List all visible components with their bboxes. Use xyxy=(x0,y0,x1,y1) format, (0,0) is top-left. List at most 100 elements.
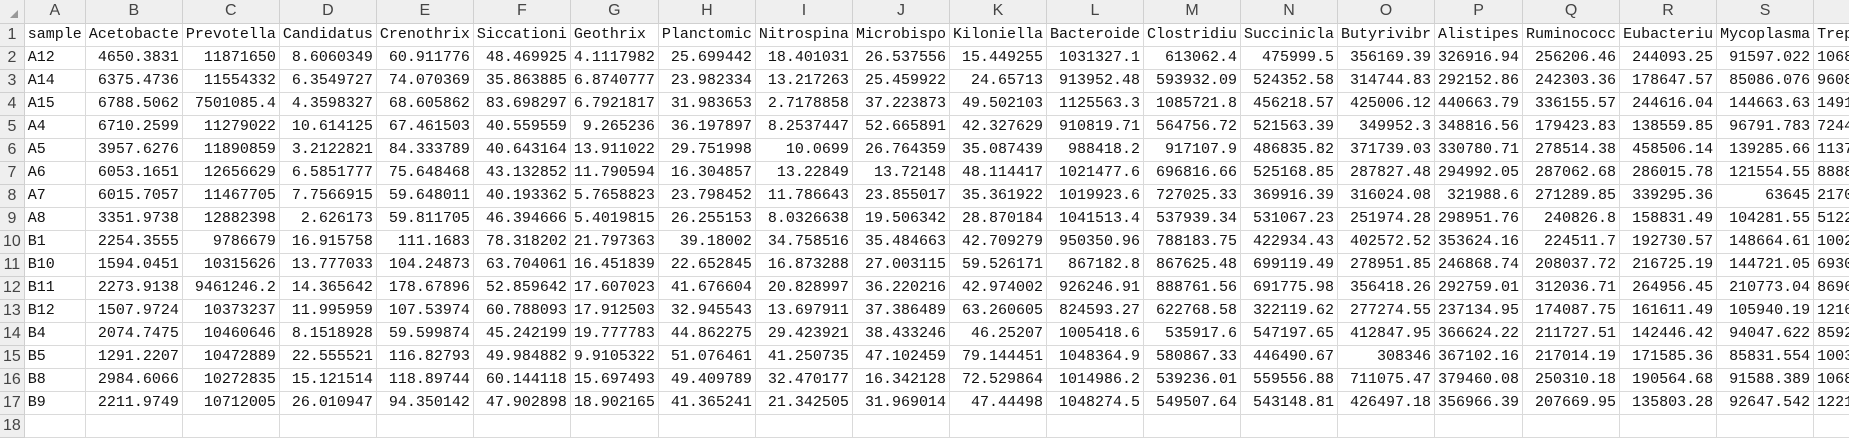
value-cell[interactable]: 86967.987 xyxy=(1813,276,1849,300)
value-cell[interactable]: 251974.28 xyxy=(1337,207,1436,231)
value-cell[interactable]: 12656629 xyxy=(182,161,280,185)
value-cell[interactable]: 18.401031 xyxy=(755,46,853,70)
value-cell[interactable]: 1048364.9 xyxy=(1046,345,1144,369)
column-name-cell[interactable]: Crenothrix xyxy=(376,23,474,47)
value-cell[interactable]: 366624.22 xyxy=(1434,322,1524,346)
value-cell[interactable]: 24.65713 xyxy=(949,69,1047,93)
value-cell[interactable]: 11.995959 xyxy=(279,299,377,323)
value-cell[interactable]: 15.121514 xyxy=(279,368,377,392)
value-cell[interactable]: 950350.96 xyxy=(1046,230,1144,254)
row-header-6[interactable]: 6 xyxy=(0,138,25,162)
value-cell[interactable]: 237134.95 xyxy=(1434,299,1524,323)
column-name-cell[interactable]: Bacteroide xyxy=(1046,23,1144,47)
value-cell[interactable]: 250310.18 xyxy=(1522,368,1621,392)
value-cell[interactable]: 691775.98 xyxy=(1240,276,1339,300)
value-cell[interactable]: 13.911022 xyxy=(570,138,659,162)
value-cell[interactable]: 210773.04 xyxy=(1716,276,1815,300)
value-cell[interactable]: 36.220216 xyxy=(852,276,950,300)
value-cell[interactable]: 15.697493 xyxy=(570,368,659,392)
sample-id-cell[interactable]: B11 xyxy=(24,276,86,300)
value-cell[interactable]: 16.915758 xyxy=(279,230,377,254)
value-cell[interactable]: 458506.14 xyxy=(1619,138,1718,162)
value-cell[interactable]: 264956.45 xyxy=(1619,276,1718,300)
value-cell[interactable]: 244093.25 xyxy=(1619,46,1718,70)
column-header-r[interactable]: R xyxy=(1619,0,1718,24)
value-cell[interactable]: 51227.316 xyxy=(1813,207,1849,231)
select-all-button[interactable] xyxy=(0,0,25,24)
value-cell[interactable]: 40.193362 xyxy=(473,184,571,208)
value-cell[interactable]: 19.777783 xyxy=(570,322,659,346)
value-cell[interactable]: 83.698297 xyxy=(473,92,571,116)
value-cell[interactable]: 240826.8 xyxy=(1522,207,1621,231)
value-cell[interactable]: 287827.48 xyxy=(1337,161,1436,185)
value-cell[interactable]: 142446.42 xyxy=(1619,322,1718,346)
value-cell[interactable]: 593932.09 xyxy=(1143,69,1242,93)
value-cell[interactable]: 224511.7 xyxy=(1522,230,1621,254)
value-cell[interactable]: 36.197897 xyxy=(658,115,756,139)
value-cell[interactable]: 16.342128 xyxy=(852,368,950,392)
empty-cell[interactable] xyxy=(1434,414,1524,438)
column-header-f[interactable]: F xyxy=(473,0,571,24)
value-cell[interactable]: 699119.49 xyxy=(1240,253,1339,277)
row-header-15[interactable]: 15 xyxy=(0,345,25,369)
value-cell[interactable]: 10.0699 xyxy=(755,138,853,162)
sample-id-cell[interactable]: B12 xyxy=(24,299,86,323)
value-cell[interactable]: 78.318202 xyxy=(473,230,571,254)
value-cell[interactable]: 85831.554 xyxy=(1716,345,1815,369)
value-cell[interactable]: 91588.389 xyxy=(1716,368,1815,392)
value-cell[interactable]: 35.484663 xyxy=(852,230,950,254)
value-cell[interactable]: 18.902165 xyxy=(570,391,659,415)
column-header-c[interactable]: C xyxy=(182,0,280,24)
value-cell[interactable]: 6015.7057 xyxy=(85,184,183,208)
empty-cell[interactable] xyxy=(85,414,183,438)
value-cell[interactable]: 122186.96 xyxy=(1813,391,1849,415)
value-cell[interactable]: 8.1518928 xyxy=(279,322,377,346)
value-cell[interactable]: 3957.6276 xyxy=(85,138,183,162)
column-name-cell[interactable]: Geothrix xyxy=(570,23,659,47)
value-cell[interactable]: 60.144118 xyxy=(473,368,571,392)
value-cell[interactable]: 379460.08 xyxy=(1434,368,1524,392)
value-cell[interactable]: 144663.63 xyxy=(1716,92,1815,116)
value-cell[interactable]: 34.758516 xyxy=(755,230,853,254)
value-cell[interactable]: 524352.58 xyxy=(1240,69,1339,93)
value-cell[interactable]: 10.614125 xyxy=(279,115,377,139)
value-cell[interactable]: 28.870184 xyxy=(949,207,1047,231)
value-cell[interactable]: 16.451839 xyxy=(570,253,659,277)
value-cell[interactable]: 613062.4 xyxy=(1143,46,1242,70)
value-cell[interactable]: 52.859642 xyxy=(473,276,571,300)
value-cell[interactable]: 35.863885 xyxy=(473,69,571,93)
column-header-b[interactable]: B xyxy=(85,0,183,24)
sample-id-cell[interactable]: B4 xyxy=(24,322,86,346)
value-cell[interactable]: 49.409789 xyxy=(658,368,756,392)
empty-cell[interactable] xyxy=(949,414,1047,438)
row-header-12[interactable]: 12 xyxy=(0,276,25,300)
row-header-18[interactable]: 18 xyxy=(0,414,25,438)
value-cell[interactable]: 559556.88 xyxy=(1240,368,1339,392)
value-cell[interactable]: 35.361922 xyxy=(949,184,1047,208)
empty-cell[interactable] xyxy=(1240,414,1339,438)
value-cell[interactable]: 48.114417 xyxy=(949,161,1047,185)
value-cell[interactable]: 6375.4736 xyxy=(85,69,183,93)
value-cell[interactable]: 271289.85 xyxy=(1522,184,1621,208)
column-header-l[interactable]: L xyxy=(1046,0,1144,24)
value-cell[interactable]: 11467705 xyxy=(182,184,280,208)
column-name-cell[interactable]: Treponema xyxy=(1813,23,1849,47)
value-cell[interactable]: 913952.48 xyxy=(1046,69,1144,93)
value-cell[interactable]: 47.44498 xyxy=(949,391,1047,415)
value-cell[interactable]: 20.828997 xyxy=(755,276,853,300)
value-cell[interactable]: 10712005 xyxy=(182,391,280,415)
value-cell[interactable]: 356169.39 xyxy=(1337,46,1436,70)
empty-cell[interactable] xyxy=(1813,414,1849,438)
value-cell[interactable]: 402572.52 xyxy=(1337,230,1436,254)
value-cell[interactable]: 2074.7475 xyxy=(85,322,183,346)
value-cell[interactable]: 13.697911 xyxy=(755,299,853,323)
row-header-1[interactable]: 1 xyxy=(0,23,25,47)
value-cell[interactable]: 1014986.2 xyxy=(1046,368,1144,392)
value-cell[interactable]: 178647.57 xyxy=(1619,69,1718,93)
value-cell[interactable]: 27.003115 xyxy=(852,253,950,277)
value-cell[interactable]: 60.788093 xyxy=(473,299,571,323)
sample-id-cell[interactable]: A15 xyxy=(24,92,86,116)
value-cell[interactable]: 425006.12 xyxy=(1337,92,1436,116)
value-cell[interactable]: 788183.75 xyxy=(1143,230,1242,254)
empty-cell[interactable] xyxy=(1046,414,1144,438)
